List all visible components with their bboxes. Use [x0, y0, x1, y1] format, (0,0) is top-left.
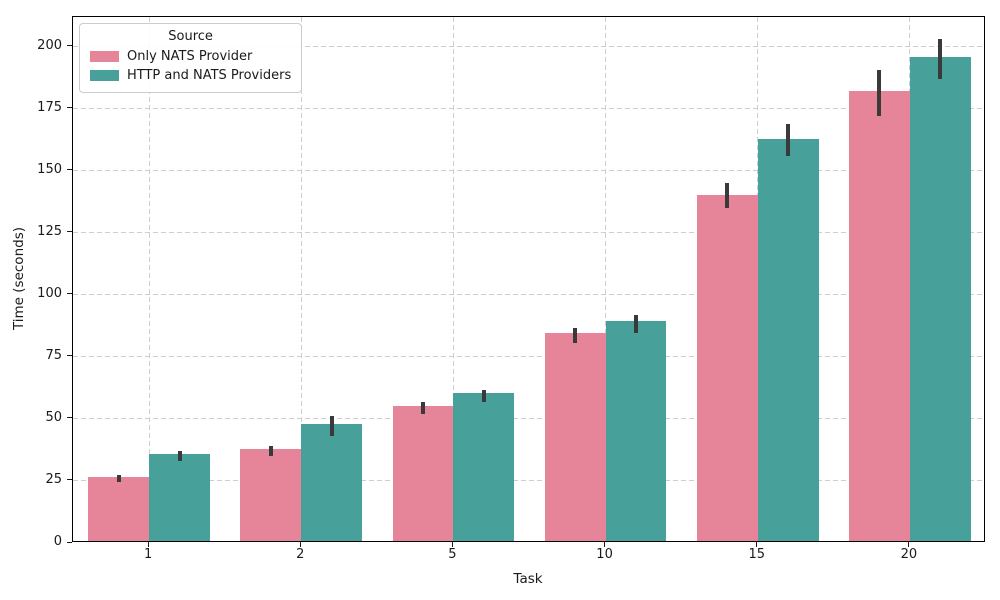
- y-tick-mark: [67, 541, 72, 543]
- bar-only-nats: [849, 90, 910, 541]
- error-bar: [116, 474, 121, 483]
- y-tick-label: 100: [37, 285, 62, 301]
- y-tick-mark: [67, 45, 72, 47]
- error-bar: [877, 70, 882, 117]
- legend: Source Only NATS Provider HTTP and NATS …: [79, 23, 303, 93]
- y-tick-label: 50: [45, 409, 62, 425]
- x-tick-mark: [147, 542, 149, 547]
- y-tick-mark: [67, 169, 72, 171]
- y-tick-mark: [67, 231, 72, 233]
- bar-only-nats: [240, 449, 302, 541]
- x-tick-mark: [908, 542, 910, 547]
- gridline-vertical: [300, 17, 302, 541]
- bar-http-and-nats: [757, 139, 819, 541]
- legend-item-label: Only NATS Provider: [127, 49, 253, 64]
- x-tick-mark: [756, 542, 758, 547]
- y-tick-label: 25: [45, 471, 62, 487]
- gridline-horizontal: [73, 232, 984, 234]
- bar-http-and-nats: [301, 424, 363, 541]
- x-tick-label: 1: [143, 547, 153, 562]
- bar-only-nats: [392, 405, 454, 541]
- error-bar: [725, 183, 730, 209]
- legend-swatch-only-nats: [90, 51, 119, 62]
- x-tick-mark: [604, 542, 606, 547]
- gridline-vertical: [452, 17, 454, 541]
- legend-swatch-http-and-nats: [90, 70, 119, 81]
- error-bar: [329, 416, 334, 437]
- y-tick-mark: [67, 417, 72, 419]
- y-tick-mark: [67, 479, 72, 481]
- bar-http-and-nats: [605, 321, 667, 541]
- gridline-vertical: [605, 17, 607, 541]
- x-tick-label: 2: [296, 547, 305, 562]
- legend-item-only-nats: Only NATS Provider: [90, 47, 291, 66]
- error-bar: [177, 451, 182, 462]
- legend-item-http-and-nats: HTTP and NATS Providers: [90, 66, 291, 85]
- bar-http-and-nats: [453, 393, 515, 541]
- gridline-vertical: [148, 17, 150, 541]
- y-tick-label: 125: [37, 223, 62, 239]
- bar-only-nats: [88, 476, 150, 541]
- x-tick-label: 20: [900, 547, 918, 562]
- gridline-horizontal: [73, 356, 984, 358]
- y-tick-mark: [67, 293, 72, 295]
- x-tick-label: 15: [748, 547, 766, 562]
- error-bar: [938, 39, 943, 80]
- x-tick-label: 10: [596, 547, 613, 562]
- y-tick-mark: [67, 107, 72, 109]
- legend-title: Source: [168, 29, 213, 44]
- y-tick-mark: [67, 355, 72, 357]
- error-bar: [786, 123, 791, 156]
- y-tick-label: 150: [37, 161, 62, 177]
- error-bar: [268, 446, 273, 457]
- x-tick-mark: [451, 542, 453, 547]
- gridline-horizontal: [73, 108, 984, 110]
- legend-item-label: HTTP and NATS Providers: [127, 68, 292, 83]
- x-axis-label: Task: [513, 571, 543, 587]
- gridline-horizontal: [73, 294, 984, 296]
- plot-area: [72, 16, 985, 542]
- bar-http-and-nats: [909, 57, 971, 541]
- bar-only-nats: [544, 332, 606, 541]
- x-tick-label: 5: [448, 547, 457, 562]
- y-axis-label: Time (seconds): [11, 227, 27, 331]
- error-bar: [420, 401, 425, 414]
- y-tick-label: 75: [45, 347, 62, 363]
- error-bar: [573, 328, 578, 344]
- bar-http-and-nats: [149, 454, 210, 541]
- gridline-horizontal: [73, 418, 984, 420]
- x-tick-mark: [299, 542, 301, 547]
- y-axis-label-container: Time (seconds): [6, 16, 32, 542]
- gridline-horizontal: [73, 170, 984, 172]
- y-tick-label: 200: [37, 37, 62, 53]
- error-bar: [634, 314, 639, 334]
- bars-layer: [73, 17, 984, 541]
- y-tick-label: 0: [53, 534, 62, 549]
- error-bar: [481, 390, 486, 402]
- bar-only-nats: [696, 194, 758, 541]
- gridline-horizontal: [73, 46, 984, 48]
- y-tick-label: 175: [37, 99, 62, 115]
- gridline-horizontal: [73, 480, 984, 482]
